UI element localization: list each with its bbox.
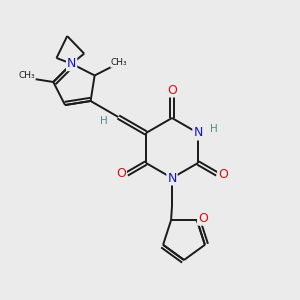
- Text: O: O: [198, 212, 208, 225]
- Text: N: N: [193, 127, 203, 140]
- Text: O: O: [116, 167, 126, 181]
- Text: O: O: [167, 83, 177, 97]
- Text: CH₃: CH₃: [18, 71, 35, 80]
- Text: N: N: [67, 57, 76, 70]
- Text: H: H: [100, 116, 108, 126]
- Text: O: O: [218, 167, 228, 181]
- Text: CH₃: CH₃: [111, 58, 128, 67]
- Text: N: N: [167, 172, 177, 184]
- Text: H: H: [210, 124, 218, 134]
